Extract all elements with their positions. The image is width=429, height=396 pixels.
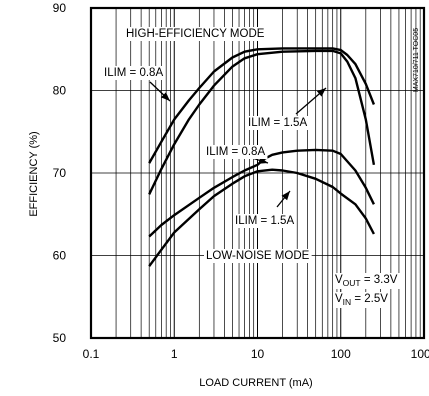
ilim-1-5a-top-label-group: ILIM = 1.5A [246, 116, 310, 130]
ilim-0-8a-bottom-label: ILIM = 0.8A [206, 146, 265, 158]
ilim-1-5a-top-label: ILIM = 1.5A [248, 117, 307, 129]
series-line-1 [148, 47, 376, 164]
y-tick-label: 80 [53, 84, 67, 98]
vout-condition: VOUT = 3.3V [335, 274, 398, 288]
x-axis-label: LOAD CURRENT (mA) [199, 377, 312, 389]
plot-border [89, 6, 426, 340]
high-efficiency-mode-label-group: HIGH-EFFICIENCY MODE [124, 27, 267, 41]
ilim-0-8a-top-label-bg [102, 66, 166, 80]
series-group [148, 47, 376, 267]
tick-labels: 0.1 1 10 100 1000 50 60 70 80 90 [53, 1, 429, 361]
ilim-0-8a-top-label-group: ILIM = 0.8A [102, 66, 166, 80]
annotation-group: HIGH-EFFICIENCY MODE LOW-NOISE MODE ILIM =… [102, 27, 400, 308]
arrow-group [149, 81, 327, 208]
vin-condition-group: VIN = 2.5V [333, 292, 391, 308]
ilim-1-5a-top-label-bg [246, 116, 310, 130]
ilim-1-5a-bottom-label: ILIM = 1.5A [235, 215, 294, 227]
vout-condition-group: VOUT = 3.3V [333, 273, 400, 289]
x-tick-label: 0.1 [83, 347, 100, 361]
low-noise-mode-label-group: LOW-NOISE MODE [204, 249, 312, 263]
series-line-4 [148, 168, 375, 267]
x-tick-label: 10 [251, 347, 265, 361]
y-tick-label: 70 [53, 166, 67, 180]
figure-code: MAX710/711 TOC05 [413, 28, 420, 92]
series-line-2 [148, 49, 376, 195]
arrow-ilim-1-5a-top [295, 87, 327, 115]
x-tick-label: 1 [171, 347, 178, 361]
series-line-3 [148, 148, 375, 238]
ilim-0-8a-top-label: ILIM = 0.8A [104, 67, 163, 79]
y-tick-label: 90 [53, 1, 67, 15]
arrow-ilim-0-8a-top [149, 81, 171, 102]
vout-condition-bg [333, 273, 400, 289]
ilim-1-5a-bottom-label-bg [233, 214, 297, 228]
ilim-0-8a-bottom-label-bg [204, 145, 268, 159]
plot-frame [89, 6, 426, 340]
vin-condition: VIN = 2.5V [335, 293, 388, 307]
low-noise-mode-label: LOW-NOISE MODE [206, 250, 310, 262]
y-axis-label: EFFICIENCY (%) [28, 131, 40, 216]
y-tick-label: 60 [53, 249, 67, 263]
ilim-1-5a-bottom-label-group: ILIM = 1.5A [233, 214, 297, 228]
ilim-0-8a-bottom-label-group: ILIM = 0.8A [204, 145, 268, 159]
x-tick-label: 100 [331, 347, 351, 361]
high-efficiency-mode-label: HIGH-EFFICIENCY MODE [126, 28, 265, 40]
arrow-ilim-1-5a-bottom [276, 190, 291, 208]
y-tick-label: 50 [53, 331, 67, 345]
low-noise-mode-label-bg [204, 249, 312, 263]
high-efficiency-mode-label-bg [124, 27, 267, 41]
vin-condition-bg [333, 292, 391, 308]
x-tick-label: 1000 [411, 347, 429, 361]
